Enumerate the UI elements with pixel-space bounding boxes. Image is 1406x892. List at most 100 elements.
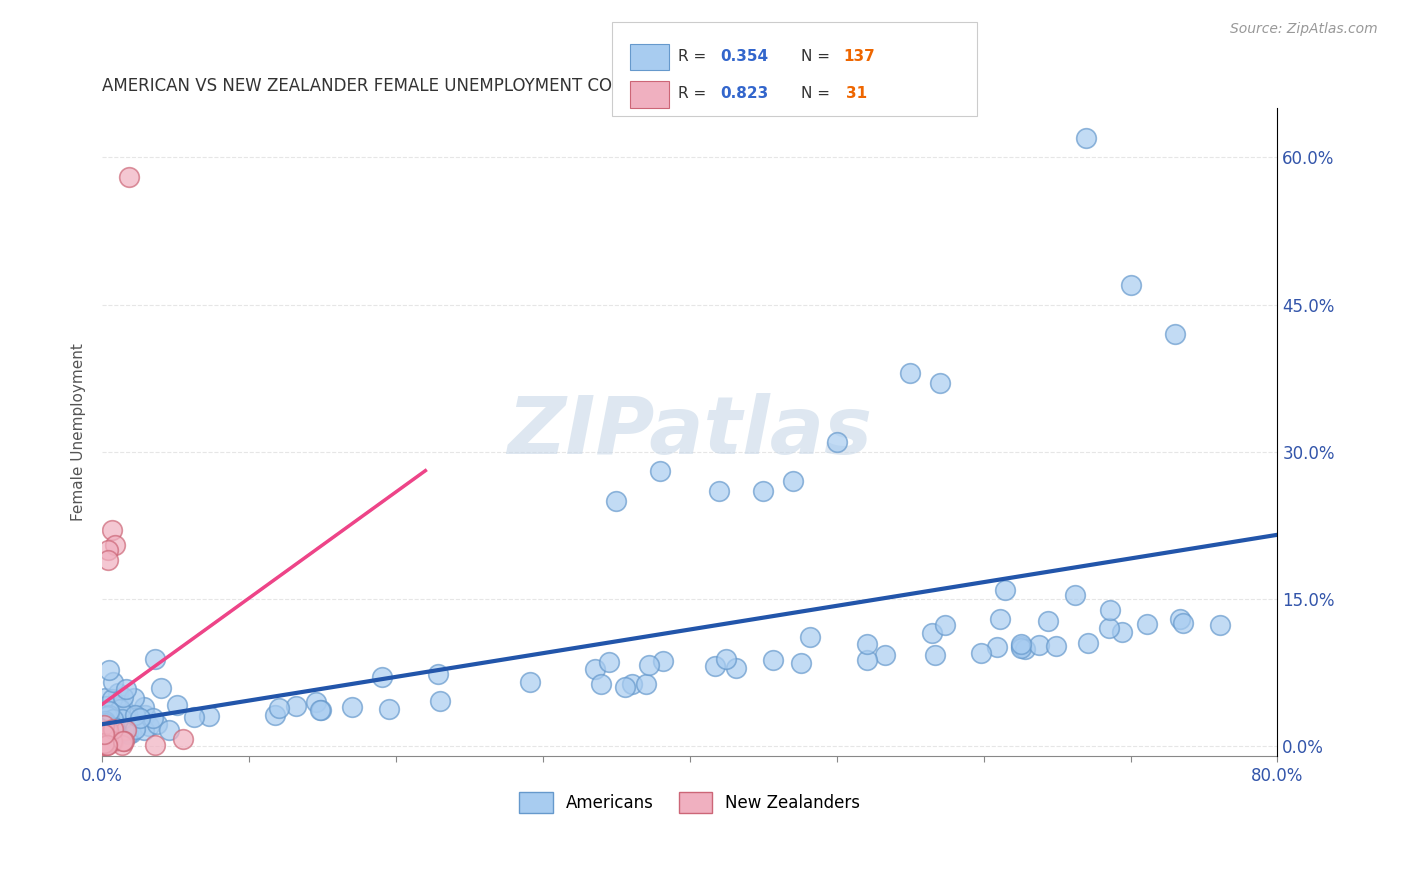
Point <box>104 727 127 741</box>
Point <box>309 703 332 717</box>
Point <box>519 675 541 690</box>
Point <box>1119 277 1142 292</box>
Point <box>96 725 118 739</box>
Point <box>1038 615 1060 629</box>
Point <box>101 722 124 736</box>
Point <box>613 680 636 694</box>
Point <box>98 717 121 731</box>
Point <box>93 736 115 750</box>
Point <box>115 706 138 720</box>
Point <box>93 725 115 739</box>
Point <box>96 738 118 752</box>
Point <box>269 701 291 715</box>
Point <box>990 612 1012 626</box>
Point <box>134 699 156 714</box>
Text: 31: 31 <box>846 87 868 101</box>
Y-axis label: Female Unemployment: Female Unemployment <box>72 343 86 521</box>
Point <box>150 681 173 695</box>
Point <box>172 731 194 746</box>
Point <box>856 653 879 667</box>
Point <box>97 723 120 737</box>
Point <box>101 675 124 690</box>
Point <box>166 698 188 712</box>
Text: ZIPatlas: ZIPatlas <box>508 393 872 471</box>
Point <box>93 716 115 731</box>
Point <box>101 726 124 740</box>
Point <box>994 582 1017 597</box>
Point <box>1010 637 1032 651</box>
Text: R =: R = <box>678 49 711 63</box>
Point <box>898 366 921 380</box>
Point <box>134 708 156 723</box>
Point <box>120 726 142 740</box>
Point <box>107 686 129 700</box>
Point <box>1076 130 1098 145</box>
Point <box>93 738 115 752</box>
Point <box>103 735 125 749</box>
Point <box>93 729 115 743</box>
Point <box>97 718 120 732</box>
Point <box>93 721 115 735</box>
Point <box>93 718 115 732</box>
Point <box>93 725 115 739</box>
Point <box>93 728 115 742</box>
Point <box>124 691 146 706</box>
Point <box>782 475 804 489</box>
Point <box>605 494 627 508</box>
Text: N =: N = <box>801 87 841 101</box>
Point <box>589 677 612 691</box>
Point <box>98 728 121 742</box>
Point <box>969 646 991 660</box>
Point <box>157 723 180 737</box>
Point <box>93 731 115 745</box>
Text: Source: ZipAtlas.com: Source: ZipAtlas.com <box>1230 22 1378 37</box>
Point <box>856 637 879 651</box>
Point <box>111 698 134 713</box>
Point <box>429 694 451 708</box>
Legend: Americans, New Zealanders: Americans, New Zealanders <box>513 786 868 819</box>
Point <box>1171 616 1194 631</box>
Point <box>97 713 120 727</box>
Point <box>93 725 115 739</box>
Point <box>1064 588 1087 602</box>
Point <box>1098 621 1121 635</box>
Point <box>115 720 138 734</box>
Point <box>934 618 956 632</box>
Point <box>96 721 118 735</box>
Point <box>651 655 673 669</box>
Point <box>598 655 620 669</box>
Point <box>97 543 120 558</box>
Point <box>114 707 136 722</box>
Point <box>101 734 124 748</box>
Point <box>762 653 785 667</box>
Point <box>1209 618 1232 632</box>
Point <box>105 727 128 741</box>
Point <box>620 677 643 691</box>
Point <box>97 708 120 723</box>
Point <box>263 707 285 722</box>
Point <box>924 648 946 662</box>
Point <box>138 719 160 733</box>
Point <box>124 722 146 736</box>
Point <box>117 727 139 741</box>
Point <box>101 725 124 739</box>
Point <box>132 723 155 737</box>
Text: 0.823: 0.823 <box>720 87 768 101</box>
Text: AMERICAN VS NEW ZEALANDER FEMALE UNEMPLOYMENT CORRELATION CHART: AMERICAN VS NEW ZEALANDER FEMALE UNEMPLO… <box>103 78 768 95</box>
Point <box>101 723 124 737</box>
Point <box>725 661 748 675</box>
Point <box>709 484 731 499</box>
Point <box>108 702 131 716</box>
Point <box>1010 640 1032 654</box>
Point <box>110 717 132 731</box>
Point <box>112 723 135 737</box>
Point <box>799 630 821 644</box>
Point <box>198 709 221 723</box>
Point <box>100 722 122 736</box>
Point <box>309 703 332 717</box>
Point <box>1077 635 1099 649</box>
Text: 137: 137 <box>844 49 876 63</box>
Point <box>103 720 125 734</box>
Point <box>111 712 134 726</box>
Point <box>103 714 125 729</box>
